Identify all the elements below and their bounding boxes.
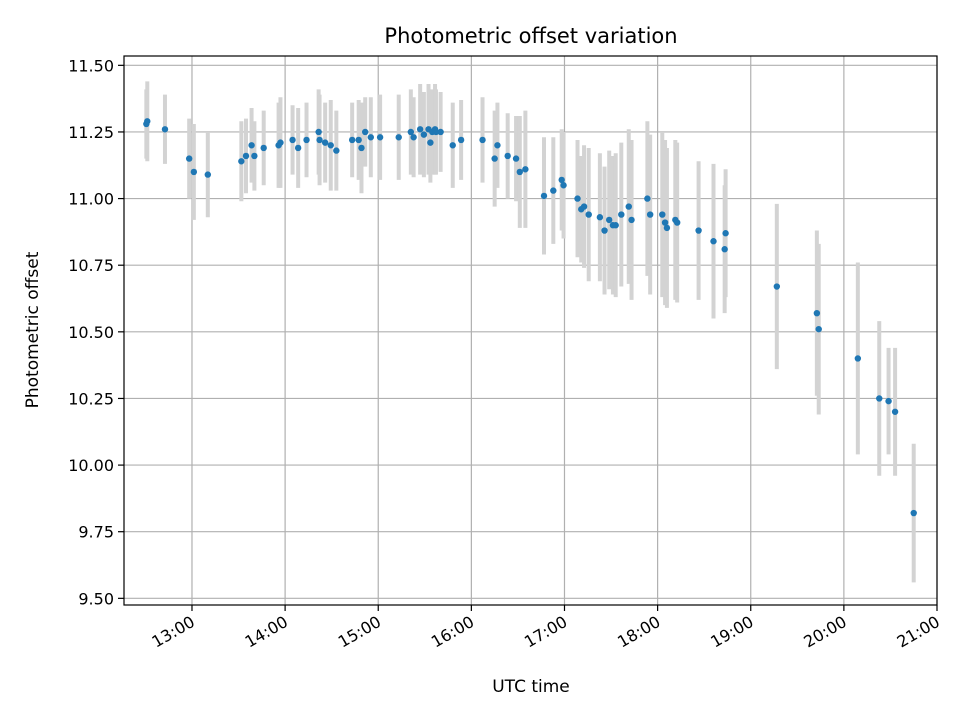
- y-tick-label: 11.00: [68, 190, 114, 209]
- data-point: [315, 128, 322, 136]
- data-point: [646, 211, 654, 218]
- data-point: [190, 168, 198, 176]
- data-point: [854, 355, 862, 362]
- data-point: [376, 134, 384, 141]
- data-point: [316, 136, 323, 144]
- y-tick-label: 11.50: [68, 56, 114, 75]
- data-point: [416, 126, 424, 133]
- data-point: [238, 158, 245, 165]
- data-point: [144, 118, 151, 125]
- data-point: [585, 211, 592, 218]
- data-point: [596, 214, 604, 221]
- data-point: [504, 152, 511, 160]
- data-point: [367, 134, 374, 141]
- data-point: [876, 395, 883, 402]
- y-tick-label: 10.75: [68, 256, 114, 275]
- data-point: [710, 238, 717, 245]
- chart-title: Photometric offset variation: [384, 24, 677, 48]
- data-point: [355, 136, 362, 144]
- y-tick-label: 9.75: [78, 523, 114, 542]
- y-tick-label: 10.50: [68, 323, 114, 342]
- data-point: [813, 309, 821, 317]
- y-tick-label: 10.00: [68, 456, 114, 475]
- data-point: [204, 171, 212, 178]
- data-point: [625, 203, 632, 210]
- data-point: [333, 147, 340, 154]
- data-point: [612, 222, 619, 229]
- data-point: [721, 246, 728, 253]
- data-point: [644, 195, 651, 202]
- data-point: [185, 155, 193, 162]
- data-point: [550, 187, 557, 194]
- data-point: [628, 216, 635, 224]
- y-tick-label: 10.25: [68, 389, 114, 408]
- x-axis-label: UTC time: [492, 677, 570, 697]
- data-point: [618, 211, 625, 218]
- data-point: [242, 152, 250, 160]
- data-point: [494, 142, 501, 149]
- data-point: [457, 136, 465, 144]
- data-point: [449, 142, 456, 149]
- data-point: [659, 211, 666, 218]
- data-point: [910, 509, 917, 517]
- data-points: [143, 118, 917, 517]
- data-point: [491, 155, 498, 162]
- data-point: [673, 219, 681, 226]
- data-point: [410, 134, 417, 141]
- data-point: [722, 230, 729, 237]
- data-point: [294, 144, 302, 152]
- data-point: [327, 142, 334, 149]
- y-tick-label: 9.50: [78, 589, 114, 608]
- y-tick-label: 11.25: [68, 123, 114, 142]
- data-point: [540, 192, 548, 200]
- data-point: [427, 139, 434, 146]
- data-point: [277, 139, 284, 146]
- data-point: [661, 219, 669, 226]
- data-point: [773, 283, 781, 290]
- data-point: [558, 176, 565, 184]
- data-point: [580, 203, 588, 210]
- data-point: [348, 136, 356, 144]
- data-point: [512, 155, 520, 162]
- data-point: [407, 128, 415, 136]
- data-point: [303, 136, 310, 144]
- data-point: [522, 166, 529, 173]
- y-axis-label: Photometric offset: [23, 251, 43, 408]
- data-point: [248, 142, 255, 149]
- data-point: [260, 144, 267, 152]
- data-point: [891, 408, 899, 415]
- data-point: [663, 224, 671, 232]
- data-point: [601, 227, 608, 234]
- y-axis: 9.50 9.75 10.00 10.25 10.50 10.75 11.00 11.25 11…: [68, 56, 124, 608]
- data-point: [289, 136, 296, 144]
- data-point: [479, 136, 486, 144]
- data-point: [432, 128, 440, 136]
- data-point: [885, 397, 892, 405]
- data-point: [321, 139, 329, 146]
- data-point: [437, 128, 444, 136]
- data-point: [605, 216, 613, 224]
- data-point: [361, 128, 369, 136]
- data-point: [516, 168, 523, 176]
- data-point: [395, 134, 402, 141]
- data-point: [251, 152, 258, 160]
- data-point: [560, 182, 567, 189]
- data-point: [695, 227, 702, 234]
- data-point: [420, 131, 428, 138]
- data-point: [815, 325, 822, 333]
- data-point: [358, 144, 365, 152]
- data-point: [574, 195, 581, 202]
- plot-frame: [123, 55, 938, 606]
- data-point: [161, 126, 169, 133]
